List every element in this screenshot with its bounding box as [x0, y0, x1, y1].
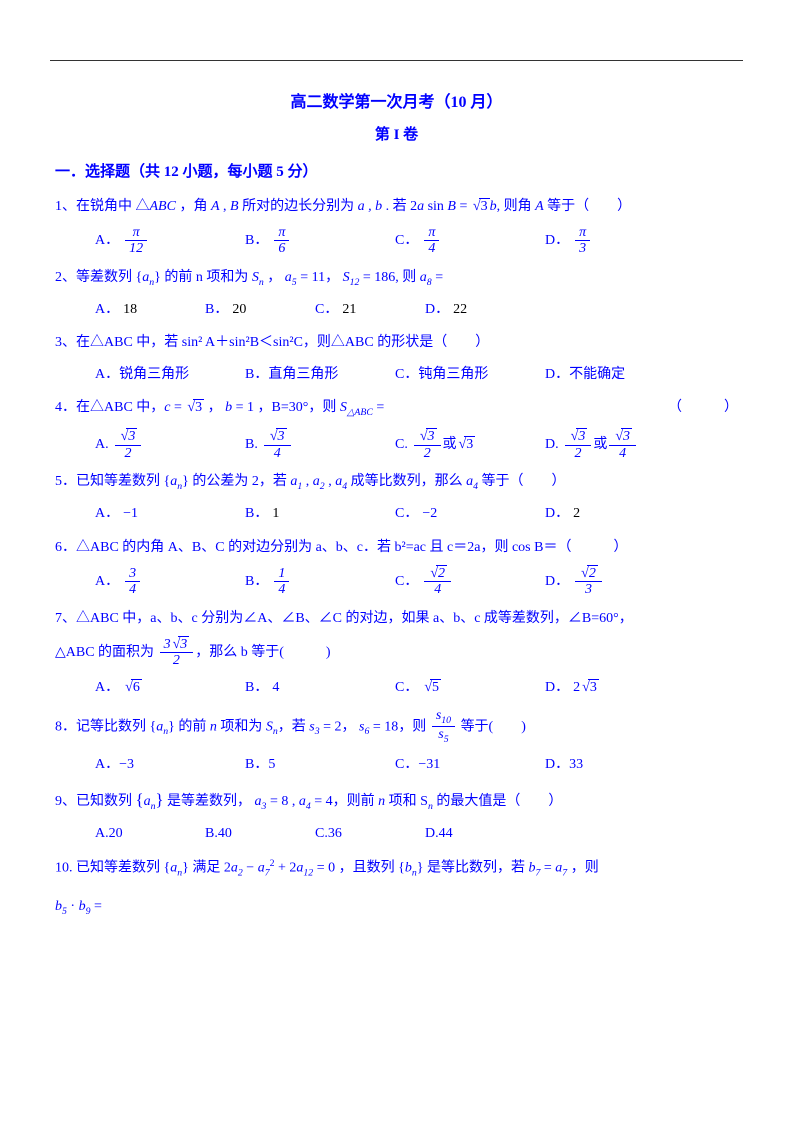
question-5: 5．已知等差数列 {an} 的公差为 2，若 a1 , a2 , a4 成等比数…	[55, 469, 738, 495]
question-2: 2、等差数列 {an} 的前 n 项和为 Sn ， a5 = 11， S12 =…	[55, 265, 738, 291]
exam-page: 高二数学第一次月考（10 月） 第 I 卷 一．选择题（共 12 小题，每小题 …	[0, 0, 793, 1122]
q2-opt-c: C．21	[315, 297, 425, 322]
q9-opt-d: D.44	[425, 821, 535, 846]
question-1: 1、在锐角中 △ABC ，角 A , B 所对的边长分别为 a , b . 若 …	[55, 194, 738, 219]
q6-opt-d: D．23	[545, 566, 695, 598]
q9-opt-b: B.40	[205, 821, 315, 846]
q7-options: A．6 B．4 C．5 D．23	[55, 675, 738, 700]
q1-opt-c: C．π4	[395, 225, 545, 257]
q8-opt-d: D．33	[545, 752, 695, 777]
q3-options: A．锐角三角形 B．直角三角形 C．钝角三角形 D．不能确定	[55, 362, 738, 387]
q1-text: 1、在锐角中 △ABC ，角 A , B 所对的边长分别为 a , b . 若 …	[55, 199, 631, 214]
question-4: 4．在△ABC 中，c = 3 ， b = 1 ，B=30°，则 S△ABC =…	[55, 395, 738, 421]
q2-options: A．18 B．20 C．21 D．22	[55, 297, 738, 322]
q4-opt-a: A.32	[95, 429, 245, 461]
q6-opt-c: C．24	[395, 566, 545, 598]
q5-opt-d: D．2	[545, 501, 695, 526]
q4-opt-d: D.32 或 34	[545, 429, 715, 461]
q1-opt-a: A．π12	[95, 225, 245, 257]
q3-opt-b: B．直角三角形	[245, 362, 395, 387]
question-7-line2: △ABC 的面积为 332，那么 b 等于( )	[55, 637, 738, 669]
q8-options: A．−3 B．5 C．−31 D．33	[55, 752, 738, 777]
q6-options: A．34 B．14 C．24 D．23	[55, 566, 738, 598]
q5-options: A．−1 B．1 C．−2 D．2	[55, 501, 738, 526]
q6-opt-a: A．34	[95, 566, 245, 598]
q8-opt-a: A．−3	[95, 752, 245, 777]
q9-opt-c: C.36	[315, 821, 425, 846]
q3-opt-d: D．不能确定	[545, 362, 695, 387]
q1-options: A．π12 B．π6 C．π4 D．π3	[55, 225, 738, 257]
q5-opt-c: C．−2	[395, 501, 545, 526]
q7-opt-a: A．6	[95, 675, 245, 700]
question-10: 10. 已知等差数列 {an} 满足 2a2 − a72 + 2a12 = 0 …	[55, 855, 738, 882]
q9-options: A.20 B.40 C.36 D.44	[55, 821, 738, 846]
q4-opt-b: B.34	[245, 429, 395, 461]
question-7-line1: 7、△ABC 中，a、b、c 分别为∠A、∠B、∠C 的对边，如果 a、b、c …	[55, 606, 738, 631]
q5-opt-a: A．−1	[95, 501, 245, 526]
question-9: 9、已知数列 {an} 是等差数列， a3 = 8 , a4 = 4，则前 n …	[55, 785, 738, 815]
question-10-cont: b5 · b9 =	[55, 894, 738, 920]
page-subtitle: 第 I 卷	[55, 122, 738, 149]
q9-opt-a: A.20	[95, 821, 205, 846]
top-rule	[50, 60, 743, 61]
q8-opt-b: B．5	[245, 752, 395, 777]
q2-opt-b: B．20	[205, 297, 315, 322]
q6-opt-b: B．14	[245, 566, 395, 598]
q7-opt-c: C．5	[395, 675, 545, 700]
q5-opt-b: B．1	[245, 501, 395, 526]
q3-opt-a: A．锐角三角形	[95, 362, 245, 387]
q2-opt-a: A．18	[95, 297, 205, 322]
question-6: 6．△ABC 的内角 A、B、C 的对边分别为 a、b、c．若 b²=ac 且 …	[55, 535, 738, 560]
section-heading: 一．选择题（共 12 小题，每小题 5 分）	[55, 159, 738, 186]
q1-opt-d: D．π3	[545, 225, 695, 257]
q4-opt-c: C.32 或 3	[395, 429, 545, 461]
q3-opt-c: C．钝角三角形	[395, 362, 545, 387]
q2-opt-d: D．22	[425, 297, 535, 322]
q1-opt-b: B．π6	[245, 225, 395, 257]
question-8: 8．记等比数列 {an} 的前 n 项和为 Sn，若 s3 = 2， s6 = …	[55, 708, 738, 746]
q7-opt-d: D．23	[545, 675, 695, 700]
q4-options: A.32 B.34 C.32 或 3 D.32 或 34	[55, 429, 738, 461]
q8-opt-c: C．−31	[395, 752, 545, 777]
question-3: 3、在△ABC 中，若 sin² A＋sin²B＜sin²C，则△ABC 的形状…	[55, 330, 738, 355]
q7-opt-b: B．4	[245, 675, 395, 700]
page-title: 高二数学第一次月考（10 月）	[55, 89, 738, 118]
